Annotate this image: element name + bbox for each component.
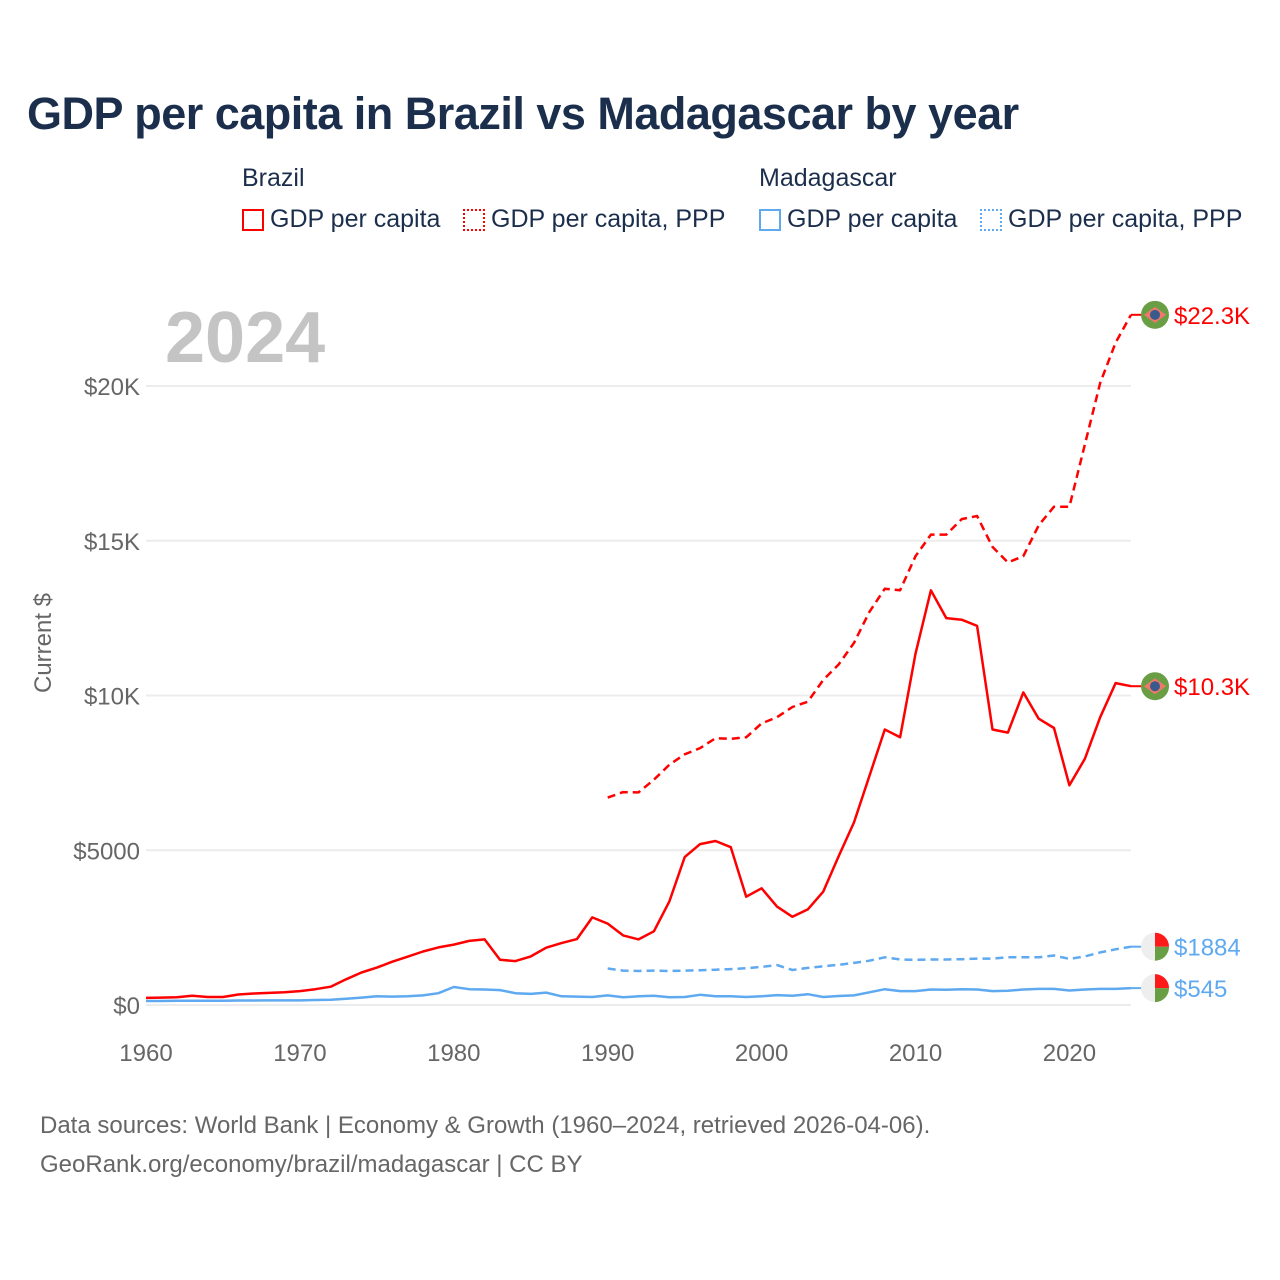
series-line-0	[145, 589, 1132, 1000]
series-line-3	[607, 945, 1132, 973]
x-tick-label: 1980	[427, 1040, 480, 1067]
end-value-label: $10.3K	[1174, 674, 1250, 701]
y-tick-label: $20K	[84, 374, 140, 401]
legend-madagascar-gdp[interactable]: GDP per capita	[759, 205, 957, 234]
y-tick-label: $10K	[84, 684, 140, 711]
legend-label: GDP per capita, PPP	[1008, 205, 1243, 233]
y-axis-label: Current $	[30, 593, 57, 693]
legend-brazil-gdp[interactable]: GDP per capita	[242, 205, 440, 234]
end-value-label: $22.3K	[1174, 303, 1250, 330]
year-watermark: 2024	[165, 298, 325, 378]
legend-group-brazil: Brazil	[242, 164, 305, 192]
x-tick-label: 1960	[119, 1040, 172, 1067]
dotted-swatch-icon	[463, 208, 485, 231]
end-value-label: $545	[1174, 976, 1227, 1003]
footer-link[interactable]: GeoRank.org/economy/brazil/madagascar | …	[40, 1151, 583, 1178]
y-tick-label: $5000	[73, 838, 140, 865]
madagascar-flag-icon	[1141, 932, 1169, 961]
series-line-2	[146, 985, 1132, 1003]
legend-brazil-gdp-ppp[interactable]: GDP per capita, PPP	[463, 205, 725, 234]
chart-title: GDP per capita in Brazil vs Madagascar b…	[27, 88, 1019, 139]
footer-sources: Data sources: World Bank | Economy & Gro…	[40, 1112, 931, 1139]
brazil-flag-icon	[1141, 672, 1169, 701]
brazil-flag-icon	[1141, 300, 1169, 329]
end-value-label: $1884	[1174, 935, 1241, 962]
footer: Data sources: World Bank | Economy & Gro…	[40, 1106, 930, 1184]
series-line-1	[607, 314, 1133, 799]
legend-label: GDP per capita	[787, 205, 958, 233]
x-tick-label: 1990	[581, 1040, 634, 1067]
legend-group-madagascar: Madagascar	[759, 164, 897, 192]
y-tick-label: $0	[113, 993, 140, 1020]
madagascar-flag-icon	[1141, 974, 1169, 1003]
x-tick-label: 2000	[735, 1040, 788, 1067]
dotted-swatch-icon	[980, 208, 1002, 231]
y-tick-label: $15K	[84, 529, 140, 556]
legend-label: GDP per capita, PPP	[491, 205, 726, 233]
legend-label: GDP per capita	[270, 205, 441, 233]
solid-swatch-icon	[759, 208, 781, 231]
solid-swatch-icon	[242, 208, 264, 231]
x-tick-label: 1970	[273, 1040, 326, 1067]
legend-madagascar-gdp-ppp[interactable]: GDP per capita, PPP	[980, 205, 1242, 234]
x-tick-label: 2010	[889, 1040, 942, 1067]
x-tick-label: 2020	[1043, 1040, 1096, 1067]
